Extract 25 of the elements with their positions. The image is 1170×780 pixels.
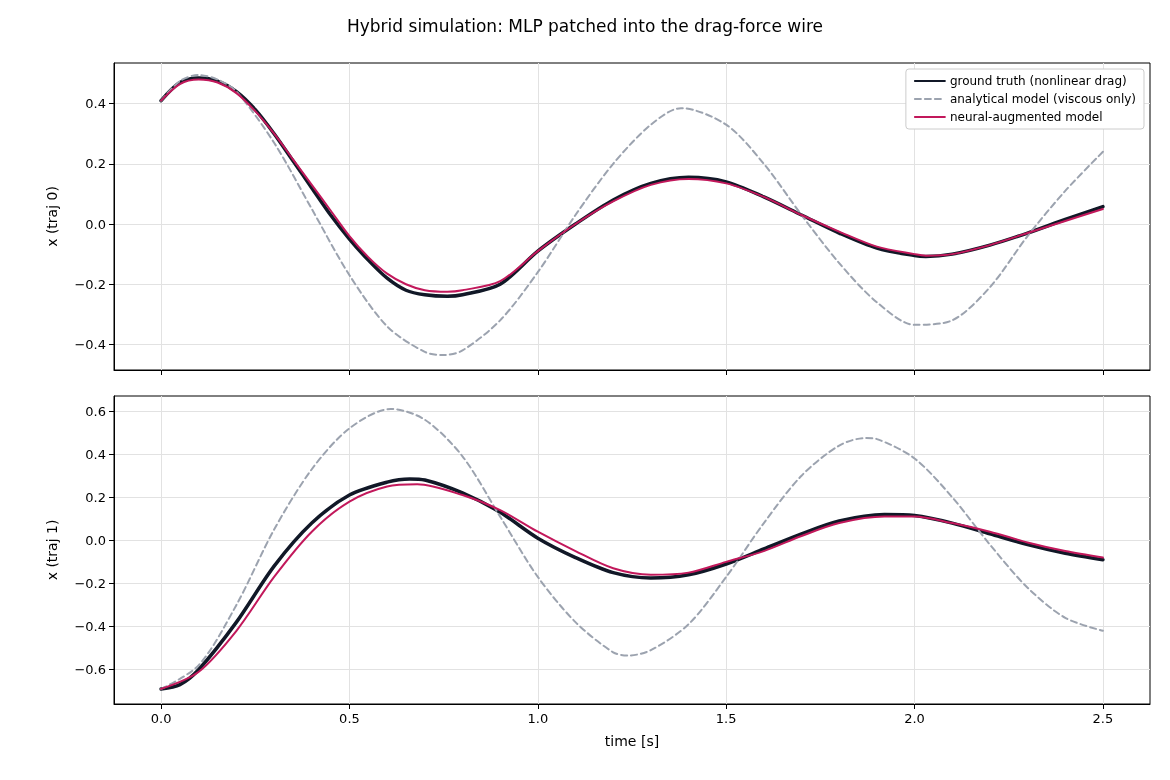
- x-tick-label: 0.5: [339, 711, 360, 726]
- y-tick-label: 0.0: [85, 216, 106, 232]
- y-tick-label: −0.4: [74, 618, 106, 634]
- y-tick-label: 0.2: [85, 489, 106, 505]
- legend-label: ground truth (nonlinear drag): [949, 74, 1127, 88]
- y-tick-label: 0.4: [85, 446, 106, 462]
- y-tick-label: 0.4: [85, 96, 106, 112]
- y-tick-label: 0.2: [85, 156, 106, 172]
- x-tick-label: 0.0: [150, 711, 172, 726]
- y-tick-label: −0.2: [74, 575, 106, 591]
- y-tick-label: −0.2: [74, 276, 106, 292]
- legend-label: analytical model (viscous only): [949, 92, 1137, 106]
- y-tick-label: −0.6: [74, 662, 106, 678]
- y-axis-title: x (traj 0): [44, 186, 60, 247]
- x-tick-label: 2.5: [1092, 711, 1114, 726]
- chart-title: Hybrid simulation: MLP patched into the drag-force wire: [346, 15, 824, 36]
- y-tick-label: 0.6: [85, 403, 106, 419]
- legend-label: neural-augmented model: [949, 110, 1103, 124]
- x-axis-title: time [s]: [604, 733, 660, 749]
- x-tick-label: 1.5: [715, 711, 737, 726]
- x-tick-label: 1.0: [527, 711, 549, 726]
- x-tick-label: 2.0: [904, 711, 925, 726]
- y-axis-title: x (traj 1): [44, 519, 60, 581]
- y-tick-label: −0.4: [74, 336, 106, 352]
- y-tick-label: 0.0: [85, 532, 106, 548]
